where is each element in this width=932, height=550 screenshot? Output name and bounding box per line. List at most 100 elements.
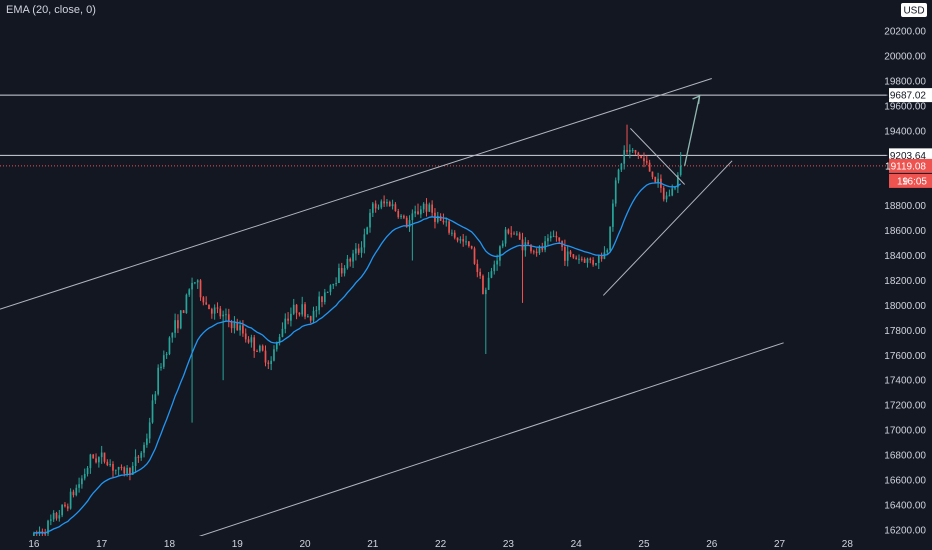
candle-body: [586, 258, 589, 263]
candle-body: [532, 251, 535, 253]
x-tick-label: 22: [435, 539, 447, 550]
candle-body: [117, 466, 120, 470]
y-tick-label: 18600.00: [884, 226, 926, 237]
candle-body: [162, 355, 165, 367]
candle-body: [541, 246, 544, 250]
candle-body: [146, 438, 148, 445]
candle-body: [645, 161, 648, 163]
candle-body: [129, 467, 131, 475]
x-tick-label: 18: [164, 539, 176, 550]
countdown-timer: 16:05: [902, 176, 927, 187]
candle-body: [637, 152, 640, 157]
candle-body: [572, 254, 575, 258]
candle-body: [643, 158, 645, 162]
annotation-layer: [0, 78, 784, 549]
candle-body: [357, 248, 360, 253]
candle-body: [309, 316, 312, 321]
candle-body: [459, 239, 462, 241]
candle-body: [315, 310, 318, 312]
candle-body: [174, 320, 176, 333]
x-tick-label: 27: [774, 539, 786, 550]
wedge-lower-line: [602, 160, 733, 296]
candle-body: [123, 467, 126, 474]
candle-body: [442, 220, 445, 223]
candle-body: [468, 241, 470, 247]
candle-body: [103, 452, 106, 462]
candle-body: [259, 345, 261, 352]
currency-badge-box[interactable]: [901, 3, 927, 17]
y-tick-label: 16600.00: [884, 475, 926, 486]
candle-body: [307, 316, 309, 318]
candle-body: [210, 309, 213, 314]
x-tick-label: 28: [842, 539, 854, 550]
candle-body: [623, 150, 626, 164]
y-tick-label: 17000.00: [884, 426, 926, 437]
level-label: 19687.02: [884, 91, 926, 102]
candle-body: [165, 354, 168, 356]
candle-body: [346, 258, 349, 269]
candle-body: [417, 211, 419, 215]
time-axis-background: [0, 536, 932, 550]
candle-body: [312, 310, 315, 321]
candle-body: [369, 212, 371, 228]
candle-body: [49, 519, 52, 521]
currency-badge[interactable]: USD: [903, 6, 924, 17]
candle-body: [89, 454, 92, 469]
candle-body: [668, 195, 671, 197]
candle-body: [66, 506, 69, 509]
candle-body: [47, 520, 49, 534]
candle-body: [631, 149, 634, 151]
y-tick-label: 18200.00: [884, 276, 926, 287]
candle-body: [323, 292, 326, 302]
candle-body: [609, 226, 611, 251]
candle-body: [470, 246, 473, 249]
candle-body: [366, 227, 369, 235]
candle-body: [329, 285, 332, 292]
candle-body: [657, 178, 659, 183]
candle-body: [595, 263, 597, 265]
countdown-price-prefix: 19: [897, 176, 909, 187]
candle-body: [484, 289, 487, 295]
candle-body: [233, 322, 236, 329]
candle-body: [239, 325, 241, 331]
candle-body: [386, 201, 388, 204]
price-axis: 16200.00 16400.00 16600.00 16800.00 17000.00…: [884, 3, 932, 536]
candle-body: [267, 362, 270, 365]
candle-body: [64, 504, 66, 507]
candle-body: [394, 204, 397, 212]
candle-body: [242, 325, 244, 334]
candle-body: [476, 263, 479, 272]
candle-body: [374, 203, 377, 209]
y-tick-label: 19600.00: [884, 101, 926, 112]
candle-body: [578, 258, 580, 260]
candle-body: [634, 149, 637, 153]
candle-body: [552, 235, 555, 237]
candle-body: [236, 322, 239, 331]
wedge-upper-line: [630, 128, 686, 185]
ema-legend[interactable]: EMA (20, close, 0): [6, 4, 96, 16]
candle-body: [349, 258, 352, 262]
candle-body: [222, 314, 224, 317]
candle-body: [544, 241, 546, 250]
candle-body: [462, 239, 465, 242]
candle-body: [199, 280, 202, 298]
y-tick-label: 20000.00: [884, 52, 926, 63]
candle-body: [340, 268, 343, 274]
candle-body: [338, 268, 340, 283]
y-tick-label: 18400.00: [884, 251, 926, 262]
candle-body: [143, 444, 145, 453]
candle-body: [665, 195, 668, 200]
candle-body: [281, 328, 284, 337]
candle-body: [490, 271, 493, 278]
candle-body: [431, 204, 433, 213]
candle-body: [679, 165, 682, 175]
candle-body: [403, 215, 405, 218]
candle-body: [140, 452, 143, 458]
candle-body: [326, 291, 329, 293]
candle-body: [456, 237, 459, 241]
y-tick-label: 17600.00: [884, 351, 926, 362]
candle-body: [278, 336, 281, 343]
candle-body: [518, 233, 521, 240]
